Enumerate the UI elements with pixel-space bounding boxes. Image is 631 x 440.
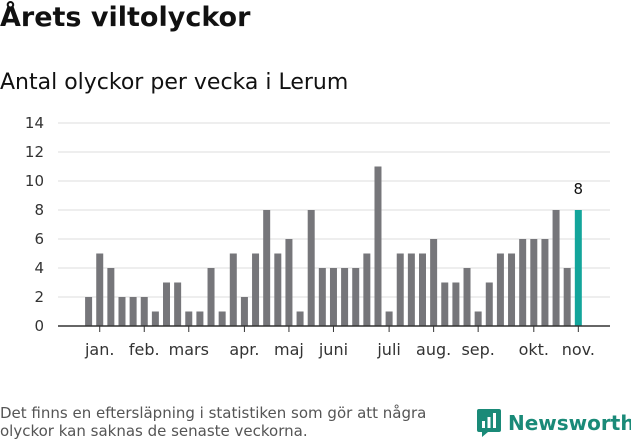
data-label: 8 — [574, 180, 584, 198]
x-axis-month-labels: jan. feb. mars apr. maj juni juli aug. sep. okt. n… — [84, 340, 595, 359]
bar — [318, 268, 326, 326]
y-tick-label: 10 — [25, 172, 44, 190]
bar — [151, 311, 159, 326]
chart-subtitle: Antal olyckor per vecka i Lerum — [0, 70, 349, 95]
bar — [263, 210, 271, 326]
bar — [474, 311, 482, 326]
bar — [107, 268, 115, 326]
bar — [441, 282, 449, 326]
bar — [185, 311, 193, 326]
x-tick-label: okt. — [519, 340, 549, 359]
x-tick-label: aug. — [416, 340, 451, 359]
newsworthy-logo-icon — [477, 409, 501, 437]
bar — [385, 311, 393, 326]
bar-highlighted — [574, 210, 582, 326]
x-tick-label: feb. — [129, 340, 160, 359]
bar — [374, 166, 382, 326]
gridlines — [58, 122, 610, 298]
bar — [196, 311, 204, 326]
y-tick-label: 2 — [34, 288, 44, 306]
bar — [430, 239, 438, 326]
bar — [508, 253, 516, 326]
bar — [140, 297, 148, 326]
bar — [285, 239, 293, 326]
bar — [463, 268, 471, 326]
bar — [552, 210, 560, 326]
bar — [496, 253, 504, 326]
bar — [96, 253, 104, 326]
bar — [363, 253, 371, 326]
y-tick-label: 4 — [34, 259, 44, 277]
x-tick-label: mars — [169, 340, 209, 359]
bar — [352, 268, 360, 326]
bar — [229, 253, 237, 326]
bar — [174, 282, 182, 326]
x-tick-label: jan. — [84, 340, 114, 359]
bar — [407, 253, 415, 326]
y-tick-label: 8 — [34, 201, 44, 219]
bar — [296, 311, 304, 326]
brand-logo: Newsworthy — [476, 408, 631, 438]
y-axis-ticks: 0 2 4 6 8 10 12 14 — [25, 114, 44, 335]
bar — [341, 268, 349, 326]
brand-name: Newsworthy — [508, 411, 631, 435]
x-tick-label: apr. — [229, 340, 259, 359]
bar — [252, 253, 260, 326]
x-tick-label: juli — [376, 340, 400, 359]
y-tick-label: 0 — [34, 317, 44, 335]
footnote: Det finns en eftersläpning i statistiken… — [0, 404, 427, 440]
bar — [118, 297, 126, 326]
bar — [485, 282, 493, 326]
bar — [452, 282, 460, 326]
bar — [163, 282, 171, 326]
bars — [85, 166, 582, 326]
x-tick-label: maj — [274, 340, 304, 359]
bar — [329, 268, 337, 326]
chart-title: Årets viltolyckor — [0, 2, 251, 33]
x-axis — [58, 325, 610, 332]
x-tick-label: juni — [318, 340, 348, 359]
bar — [519, 239, 527, 326]
bar-chart: 0 2 4 6 8 10 12 14 jan. feb. mars apr. maj juni juli a… — [25, 114, 610, 359]
y-tick-label: 6 — [34, 230, 44, 248]
bar — [207, 268, 215, 326]
bar — [419, 253, 426, 326]
bar — [85, 297, 93, 326]
x-tick-label: nov. — [562, 340, 595, 359]
bar — [274, 253, 282, 326]
bar — [129, 297, 137, 326]
y-tick-label: 12 — [25, 143, 44, 161]
bar — [541, 239, 549, 326]
bar — [563, 268, 571, 326]
bar — [530, 239, 538, 326]
bar — [307, 210, 315, 326]
bar — [240, 297, 248, 326]
data-labels: 8 — [574, 180, 584, 198]
bar — [396, 253, 404, 326]
x-tick-label: sep. — [461, 340, 494, 359]
bar — [218, 311, 226, 326]
y-tick-label: 14 — [25, 114, 44, 132]
